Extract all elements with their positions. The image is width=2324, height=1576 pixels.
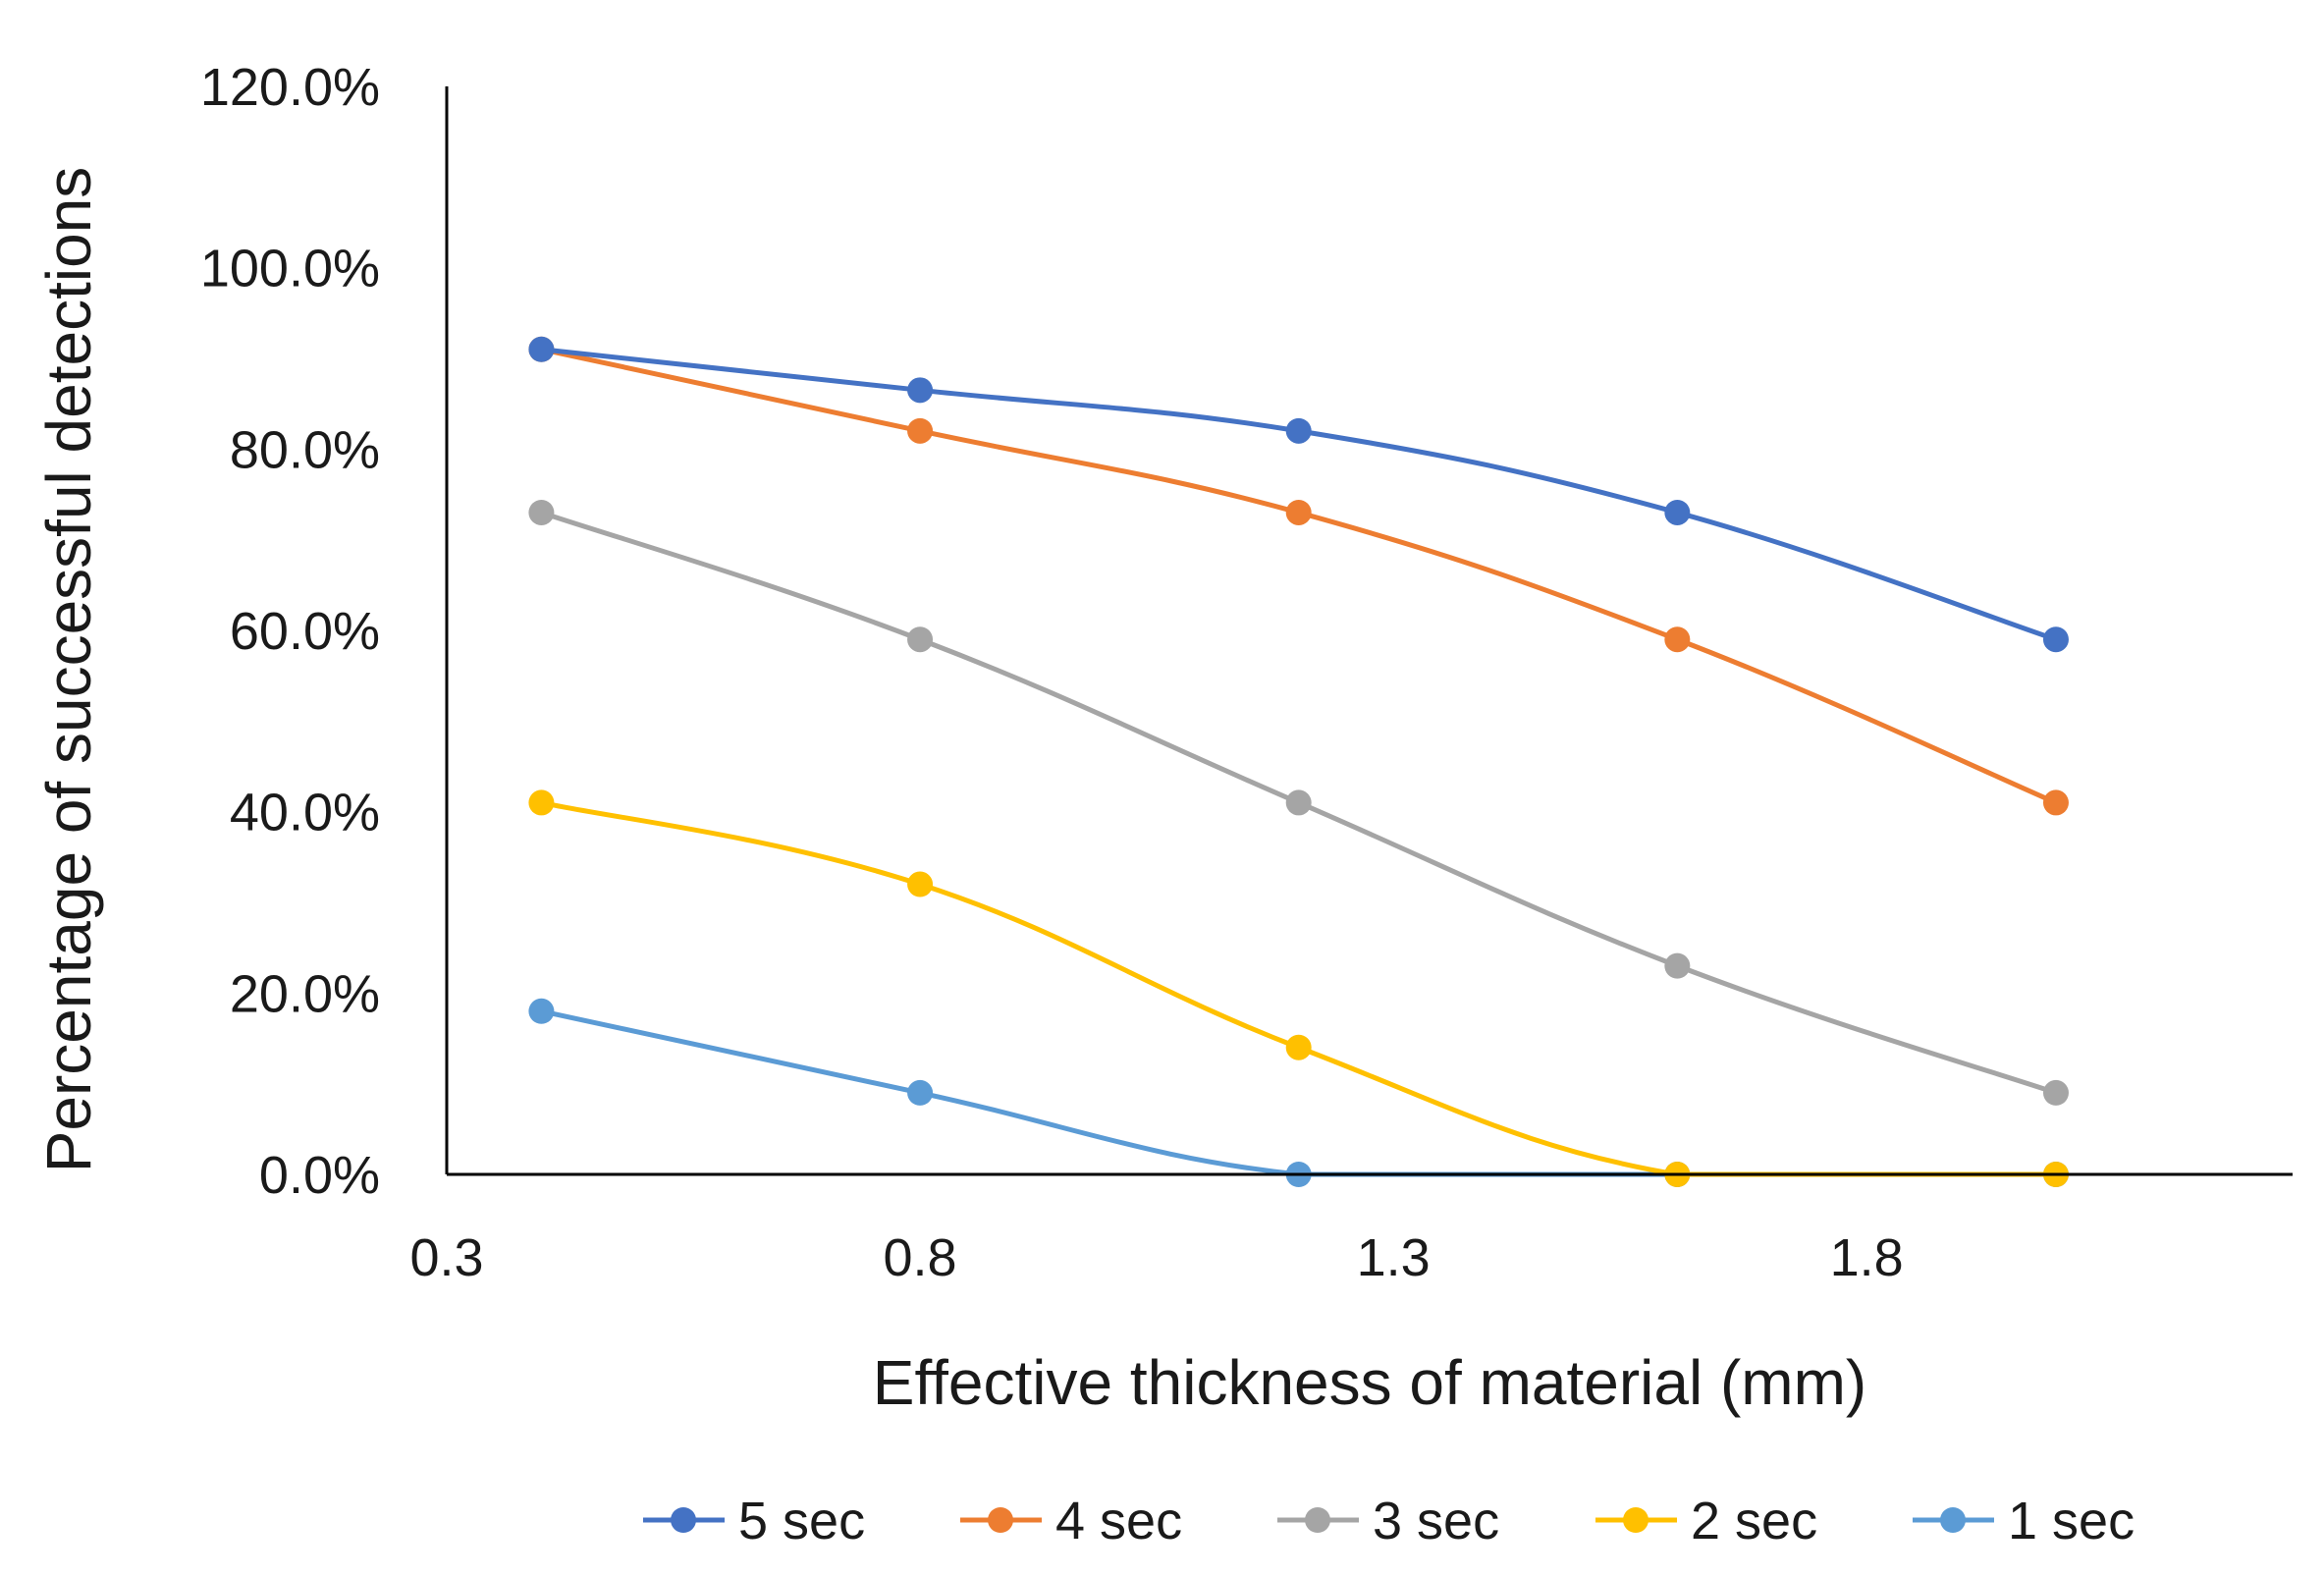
series-line-5-sec <box>538 347 2059 642</box>
data-point-1-sec-1 <box>907 1079 934 1106</box>
y-tick-label: 40.0% <box>230 784 380 842</box>
y-tick-label: 100.0% <box>200 240 380 299</box>
legend-item-2-sec: 2 sec <box>1595 1492 1817 1550</box>
x-axis-ticks: 0.3 0.8 1.3 1.8 <box>409 1228 1903 1287</box>
data-point-3-sec-0 <box>528 499 555 525</box>
x-axis-title: Effective thickness of material (mm) <box>873 1347 1866 1418</box>
data-point-4-sec-3 <box>1664 626 1691 653</box>
legend-marker-5-sec <box>671 1507 696 1533</box>
series-layer <box>528 336 2069 1187</box>
data-point-2-sec-0 <box>528 789 555 816</box>
series-4-sec <box>528 336 2069 816</box>
legend-marker-1-sec <box>1940 1507 1966 1533</box>
data-point-3-sec-4 <box>2042 1079 2069 1106</box>
series-line-4-sec <box>538 347 2059 805</box>
data-point-5-sec-2 <box>1285 417 1312 444</box>
data-point-5-sec-4 <box>2042 626 2069 653</box>
series-3-sec <box>528 499 2069 1106</box>
data-point-2-sec-2 <box>1285 1034 1312 1060</box>
y-axis-title: Percentage of successful detections <box>33 167 104 1173</box>
legend-item-1-sec: 1 sec <box>1913 1492 2135 1550</box>
legend-marker-3-sec <box>1305 1507 1330 1533</box>
x-tick-label: 1.3 <box>1357 1228 1431 1287</box>
series-5-sec <box>528 336 2069 653</box>
series-line-2-sec <box>538 799 2059 1177</box>
legend: 5 sec 4 sec 3 sec 2 sec 1 sec <box>643 1492 2135 1550</box>
y-tick-label: 60.0% <box>230 602 380 661</box>
y-tick-label: 20.0% <box>230 964 380 1023</box>
data-point-3-sec-3 <box>1664 952 1691 979</box>
x-tick-label: 0.3 <box>409 1228 483 1287</box>
data-point-2-sec-1 <box>907 871 934 897</box>
legend-item-3-sec: 3 sec <box>1277 1492 1499 1550</box>
data-point-3-sec-1 <box>907 626 934 653</box>
data-point-1-sec-0 <box>528 998 555 1024</box>
legend-label-1-sec: 1 sec <box>2008 1492 2135 1550</box>
series-2-sec <box>528 789 2069 1187</box>
series-1-sec <box>528 998 2069 1187</box>
data-point-5-sec-0 <box>528 336 555 362</box>
legend-label-5-sec: 5 sec <box>738 1492 865 1550</box>
data-point-5-sec-1 <box>907 377 934 404</box>
y-tick-label: 0.0% <box>259 1146 380 1205</box>
legend-label-3-sec: 3 sec <box>1373 1492 1499 1550</box>
data-point-4-sec-1 <box>907 417 934 444</box>
data-point-5-sec-3 <box>1664 499 1691 525</box>
legend-label-4-sec: 4 sec <box>1055 1492 1182 1550</box>
y-tick-label: 80.0% <box>230 420 380 479</box>
legend-item-5-sec: 5 sec <box>643 1492 865 1550</box>
y-tick-label: 120.0% <box>200 58 380 117</box>
legend-marker-2-sec <box>1623 1507 1648 1533</box>
data-point-4-sec-2 <box>1285 499 1312 525</box>
y-axis-ticks: 0.0% 20.0% 40.0% 60.0% 80.0% 100.0% 120.0% <box>200 58 380 1205</box>
x-tick-label: 0.8 <box>884 1228 957 1287</box>
legend-item-4-sec: 4 sec <box>960 1492 1182 1550</box>
data-point-3-sec-2 <box>1285 789 1312 816</box>
data-point-4-sec-4 <box>2042 789 2069 816</box>
x-tick-label: 1.8 <box>1830 1228 1904 1287</box>
legend-label-2-sec: 2 sec <box>1691 1492 1817 1550</box>
legend-marker-4-sec <box>988 1507 1013 1533</box>
